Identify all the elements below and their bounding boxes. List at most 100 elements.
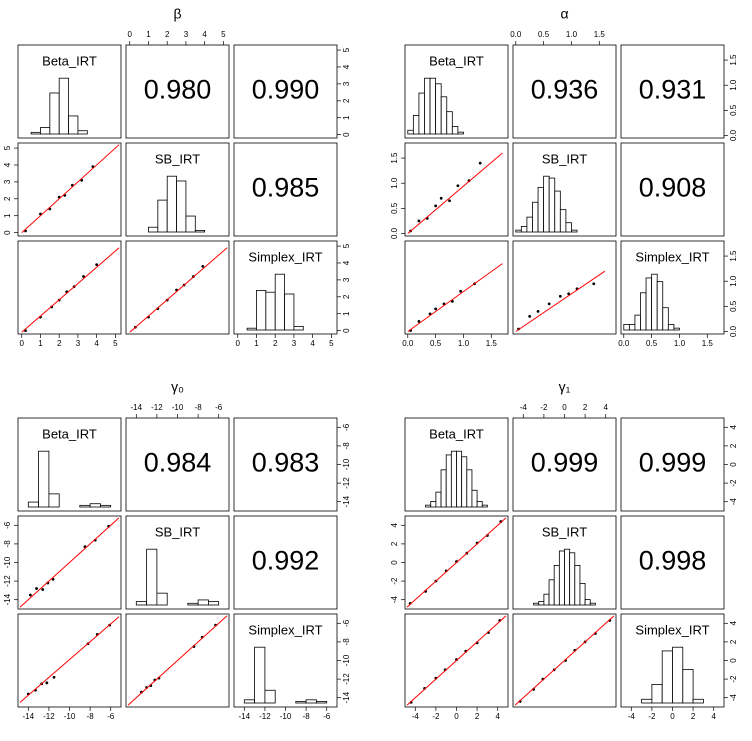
correlation: 0.931	[639, 75, 707, 105]
panel-title: α	[560, 6, 568, 22]
tick-label: -4	[729, 694, 738, 702]
histogram-bar	[440, 469, 447, 508]
tick-label: 2	[342, 294, 351, 299]
tick-label: 0	[729, 658, 738, 663]
point	[28, 593, 32, 597]
tick-label: 1.0	[566, 30, 578, 39]
histogram-bar	[645, 277, 653, 331]
cell-frame	[404, 417, 509, 512]
histogram-bar	[293, 325, 304, 331]
histogram-bar	[641, 698, 653, 704]
variable-name: SB_IRT	[542, 151, 587, 166]
variable-name: Simplex_IRT	[635, 622, 709, 637]
histogram-bar	[146, 548, 158, 606]
tick-label: -4	[390, 596, 399, 604]
histogram-bar	[207, 601, 220, 606]
tick-label: 4	[202, 30, 207, 39]
cell-frame	[125, 240, 230, 335]
tick-label: 4	[342, 64, 351, 69]
cell-frame	[512, 515, 617, 610]
histogram-bar	[430, 501, 437, 508]
histogram-bar	[435, 83, 442, 135]
tick-label: 4	[310, 339, 315, 348]
cell-frame	[17, 240, 122, 335]
tick-label: 2	[57, 339, 62, 348]
trend-line	[21, 144, 120, 233]
tick-label: -12	[3, 575, 12, 587]
point	[459, 289, 463, 293]
histogram-bar	[412, 115, 420, 135]
histogram-bar	[429, 77, 437, 135]
variable-name: SB_IRT	[155, 524, 200, 539]
cell-frame	[620, 240, 725, 335]
histogram-bar	[49, 92, 60, 135]
histogram-bar	[456, 450, 463, 508]
histogram-bar	[564, 548, 571, 606]
tick-label: 3	[184, 30, 189, 39]
cell-frame	[17, 44, 122, 139]
cell-frame	[233, 44, 338, 139]
histogram-bar	[194, 230, 206, 233]
histogram-bar	[662, 307, 669, 331]
tick-label: 1.0	[729, 275, 738, 287]
histogram-bar	[445, 454, 452, 508]
tick-label: 0.0	[510, 30, 522, 39]
point	[41, 588, 45, 591]
histogram-bar	[30, 131, 41, 135]
panel-title: β	[173, 6, 181, 22]
tick-label: 1	[342, 311, 351, 316]
tick-label: 1.5	[486, 339, 498, 348]
tick-label: 5	[329, 339, 334, 348]
tick-label: 2	[390, 541, 399, 546]
correlation: 0.992	[252, 546, 320, 576]
tick-label: 0	[3, 230, 12, 235]
correlation: 0.983	[252, 448, 320, 478]
histogram-bar	[554, 190, 561, 233]
correlation: 0.936	[531, 75, 599, 105]
histogram-bar	[553, 565, 560, 606]
histogram-bar	[569, 552, 576, 606]
trend-line	[19, 517, 120, 608]
correlation: 0.980	[144, 75, 212, 105]
tick-label: 2	[165, 30, 170, 39]
cell-frame	[512, 44, 617, 139]
point	[417, 219, 421, 223]
tick-label: -2	[390, 577, 399, 585]
tick-label: -8	[342, 638, 351, 646]
tick-label: 4	[94, 339, 99, 348]
tick-label: -10	[64, 712, 76, 721]
cell-frame	[233, 515, 338, 610]
variable-name: Beta_IRT	[429, 53, 484, 68]
tick-label: -6	[323, 712, 331, 721]
trend-line	[129, 247, 228, 333]
tick-label: 2	[475, 712, 480, 721]
histogram-bar	[425, 504, 432, 508]
point	[478, 161, 482, 165]
histogram-bar	[156, 592, 168, 606]
tick-label: -4	[729, 498, 738, 506]
tick-label: -14	[342, 691, 351, 703]
tick-label: 1.0	[390, 177, 399, 189]
histogram-bar	[661, 650, 673, 704]
panel-title: γ₁	[559, 379, 571, 395]
histogram-bar	[526, 216, 533, 233]
correlation: 0.908	[639, 173, 707, 203]
cell-frame	[512, 613, 617, 708]
histogram-bar	[40, 127, 51, 135]
correlation: 0.999	[639, 448, 707, 478]
tick-label: 1	[254, 339, 259, 348]
tick-label: -2	[729, 675, 738, 683]
tick-label: 0	[236, 339, 241, 348]
point	[45, 681, 49, 685]
tick-label: 2	[3, 196, 12, 201]
tick-label: -12	[259, 712, 271, 721]
cell-frame	[125, 515, 230, 610]
histogram-bar	[559, 209, 567, 233]
correlation: 0.990	[252, 75, 320, 105]
histogram-bar	[256, 289, 267, 331]
tick-label: -6	[215, 403, 223, 412]
variable-name: Beta_IRT	[42, 426, 97, 441]
trend-line	[406, 615, 507, 706]
histogram-bar	[451, 126, 459, 135]
tick-label: 2	[583, 403, 588, 412]
